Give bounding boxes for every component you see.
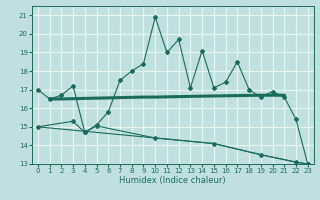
X-axis label: Humidex (Indice chaleur): Humidex (Indice chaleur): [119, 176, 226, 185]
